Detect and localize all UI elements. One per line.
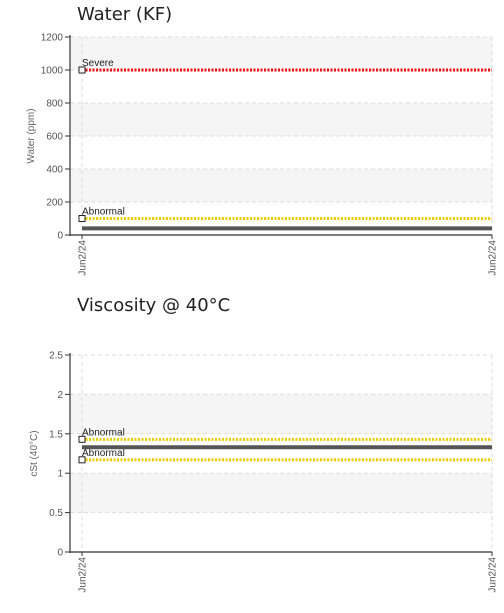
threshold-label: Abnormal bbox=[82, 448, 125, 459]
y-tick-label: 600 bbox=[46, 132, 63, 143]
plot-band bbox=[70, 394, 492, 434]
y-tick-label: 0 bbox=[57, 548, 63, 559]
plot-band bbox=[70, 169, 492, 202]
threshold-marker bbox=[78, 435, 86, 443]
y-tick-label: 1.5 bbox=[49, 429, 63, 440]
x-tick-label: Jun2/24 bbox=[78, 557, 89, 593]
threshold-marker bbox=[78, 215, 86, 222]
y-tick-label: 2 bbox=[57, 390, 63, 401]
y-axis-label: cSt (40°C) bbox=[29, 430, 40, 476]
plot-band bbox=[70, 103, 492, 136]
y-tick-label: 1 bbox=[57, 469, 63, 480]
threshold-marker bbox=[78, 456, 86, 464]
chart-viscosity: 0 0.5 1 1.5 2 2.5 cSt (40°C) Jun2/24 Jun2/24 Abno… bbox=[29, 351, 499, 593]
y-tick-label: 1000 bbox=[41, 66, 64, 77]
x-tick-label: Jun2/24 bbox=[488, 240, 499, 276]
y-tick-label: 0 bbox=[57, 231, 63, 242]
y-tick-label: 400 bbox=[46, 165, 63, 176]
threshold-label: Abnormal bbox=[82, 427, 125, 438]
chart-title-water: Water (KF) bbox=[77, 4, 173, 25]
plot-band bbox=[70, 473, 492, 513]
y-tick-label: 200 bbox=[46, 198, 63, 209]
threshold-marker bbox=[78, 66, 86, 74]
chart-title-viscosity: Viscosity @ 40°C bbox=[77, 295, 231, 316]
x-tick-label: Jun2/24 bbox=[78, 240, 89, 276]
chart-water: 0 200 400 600 800 1000 1200 Water (ppm) Jun2/24 J… bbox=[26, 33, 499, 276]
y-tick-label: 2.5 bbox=[49, 351, 63, 362]
threshold-label: Severe bbox=[82, 58, 114, 69]
y-axis-label: Water (ppm) bbox=[26, 108, 37, 163]
y-tick-label: 1200 bbox=[41, 33, 64, 44]
threshold-label: Abnormal bbox=[82, 207, 125, 218]
x-tick-label: Jun2/24 bbox=[488, 557, 499, 593]
plot-band bbox=[70, 37, 492, 70]
y-tick-label: 800 bbox=[46, 99, 63, 110]
y-tick-label: 0.5 bbox=[49, 508, 63, 519]
